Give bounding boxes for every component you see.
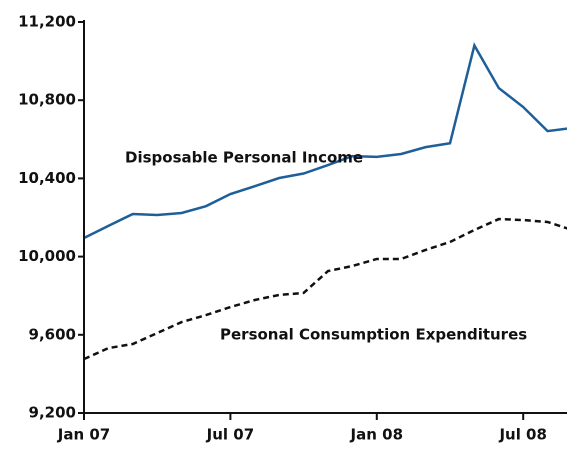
y-tick-label: 10,400 [18,169,76,187]
series-line [83,42,567,240]
y-tick-label: 9,200 [29,404,76,422]
series-line [83,217,567,361]
y-tick-label: 10,000 [18,247,76,265]
y-tick-label: 9,600 [29,325,76,343]
plot-area [83,42,567,361]
x-tick-label: Jan 07 [57,426,110,444]
series-label: Personal Consumption Expenditures [220,326,527,344]
x-tick-label: Jul 08 [498,426,547,444]
x-tick-label: Jul 07 [206,426,255,444]
y-tick-label: 11,200 [18,13,76,31]
y-tick-label: 10,800 [18,91,76,109]
series-label: Disposable Personal Income [125,149,363,167]
x-tick-label: Jan 08 [350,426,403,444]
axes: 9,200 9,600 10,000 10,400 10,800 11,200 Jan 07… [18,13,567,444]
